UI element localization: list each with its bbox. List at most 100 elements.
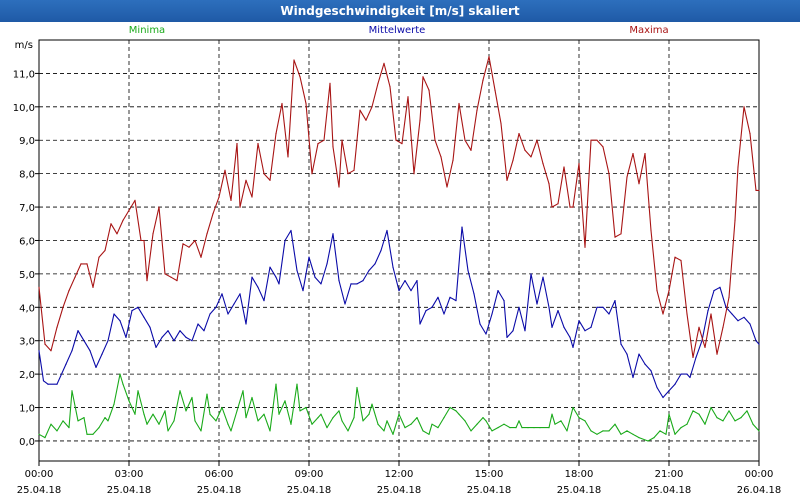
data-point bbox=[362, 280, 364, 282]
data-point bbox=[422, 76, 424, 78]
data-point bbox=[116, 233, 118, 235]
x-tick-label-date: 25.04.18 bbox=[647, 485, 692, 496]
series-line-mittelwerte bbox=[38, 226, 760, 399]
legend-label-minima: Minima bbox=[129, 25, 165, 36]
data-point bbox=[206, 233, 208, 235]
data-point bbox=[317, 143, 319, 145]
data-point bbox=[179, 390, 181, 392]
data-point bbox=[299, 410, 301, 412]
data-point bbox=[152, 233, 154, 235]
data-point bbox=[167, 330, 169, 332]
data-point bbox=[227, 423, 229, 425]
data-point bbox=[299, 76, 301, 78]
y-tick-label: 7,0 bbox=[19, 203, 35, 214]
data-point bbox=[419, 119, 421, 121]
data-point bbox=[698, 326, 700, 328]
data-point bbox=[158, 423, 160, 425]
data-point bbox=[455, 300, 457, 302]
data-point bbox=[380, 249, 382, 252]
data-point bbox=[353, 169, 355, 171]
data-point bbox=[263, 413, 265, 415]
data-point bbox=[479, 323, 481, 325]
data-point bbox=[311, 173, 313, 175]
data-point bbox=[38, 350, 40, 352]
data-point bbox=[503, 300, 505, 302]
data-point bbox=[578, 163, 580, 165]
data-point bbox=[668, 390, 670, 392]
data-point bbox=[551, 413, 553, 415]
data-point bbox=[209, 313, 211, 315]
data-point bbox=[326, 427, 328, 429]
data-point bbox=[296, 269, 298, 272]
data-point bbox=[296, 383, 298, 385]
data-point bbox=[488, 56, 490, 58]
data-point bbox=[245, 179, 247, 181]
data-point bbox=[620, 233, 622, 235]
data-point bbox=[644, 363, 646, 365]
data-point bbox=[194, 420, 196, 422]
data-point bbox=[548, 183, 550, 185]
data-point bbox=[371, 106, 373, 108]
data-point bbox=[614, 423, 616, 425]
data-point bbox=[68, 427, 70, 429]
data-point bbox=[449, 296, 451, 298]
series-points-maxima bbox=[38, 56, 760, 358]
data-point bbox=[161, 336, 163, 338]
data-point bbox=[383, 62, 385, 64]
data-point bbox=[404, 280, 406, 282]
y-tick-label: 6,0 bbox=[19, 236, 35, 247]
data-point bbox=[428, 89, 430, 91]
data-point bbox=[731, 313, 733, 315]
data-point bbox=[395, 139, 397, 141]
data-point bbox=[737, 320, 739, 322]
data-point bbox=[557, 310, 559, 312]
data-point bbox=[497, 427, 499, 429]
data-point bbox=[572, 346, 574, 348]
data-point bbox=[338, 186, 340, 188]
data-point bbox=[353, 417, 355, 419]
data-point bbox=[371, 403, 373, 405]
data-point bbox=[713, 290, 715, 292]
data-point bbox=[350, 283, 352, 285]
data-point bbox=[584, 330, 586, 332]
data-point bbox=[626, 353, 628, 355]
y-tick-label: 8,0 bbox=[19, 170, 35, 181]
data-point bbox=[284, 400, 286, 402]
data-point bbox=[65, 363, 67, 365]
data-point bbox=[743, 316, 745, 318]
data-point bbox=[329, 82, 331, 84]
x-tick-label-time: 00:00 bbox=[745, 469, 774, 480]
data-point bbox=[305, 102, 307, 105]
data-point bbox=[89, 350, 91, 352]
data-point bbox=[572, 206, 574, 208]
data-point bbox=[491, 313, 493, 315]
data-point bbox=[749, 323, 751, 325]
data-point bbox=[725, 306, 727, 308]
data-point bbox=[278, 283, 280, 285]
data-point bbox=[710, 406, 712, 409]
data-point bbox=[368, 269, 370, 272]
data-point bbox=[152, 413, 154, 415]
data-point bbox=[659, 430, 661, 432]
data-point bbox=[632, 153, 634, 155]
data-point bbox=[650, 370, 652, 372]
data-point bbox=[653, 437, 655, 439]
data-point bbox=[596, 433, 598, 435]
data-point bbox=[482, 417, 484, 419]
data-point bbox=[686, 313, 688, 315]
data-point bbox=[86, 263, 88, 265]
data-point bbox=[674, 256, 676, 258]
data-point bbox=[461, 226, 463, 228]
data-point bbox=[470, 430, 472, 432]
data-point bbox=[458, 413, 460, 415]
data-point bbox=[290, 229, 292, 232]
data-point bbox=[356, 283, 358, 285]
data-point bbox=[284, 239, 286, 242]
data-point bbox=[134, 199, 136, 201]
data-point bbox=[158, 206, 160, 208]
data-point bbox=[446, 186, 448, 188]
data-point bbox=[332, 233, 334, 235]
data-point bbox=[341, 139, 343, 141]
data-point bbox=[134, 413, 136, 415]
data-point bbox=[137, 306, 139, 308]
